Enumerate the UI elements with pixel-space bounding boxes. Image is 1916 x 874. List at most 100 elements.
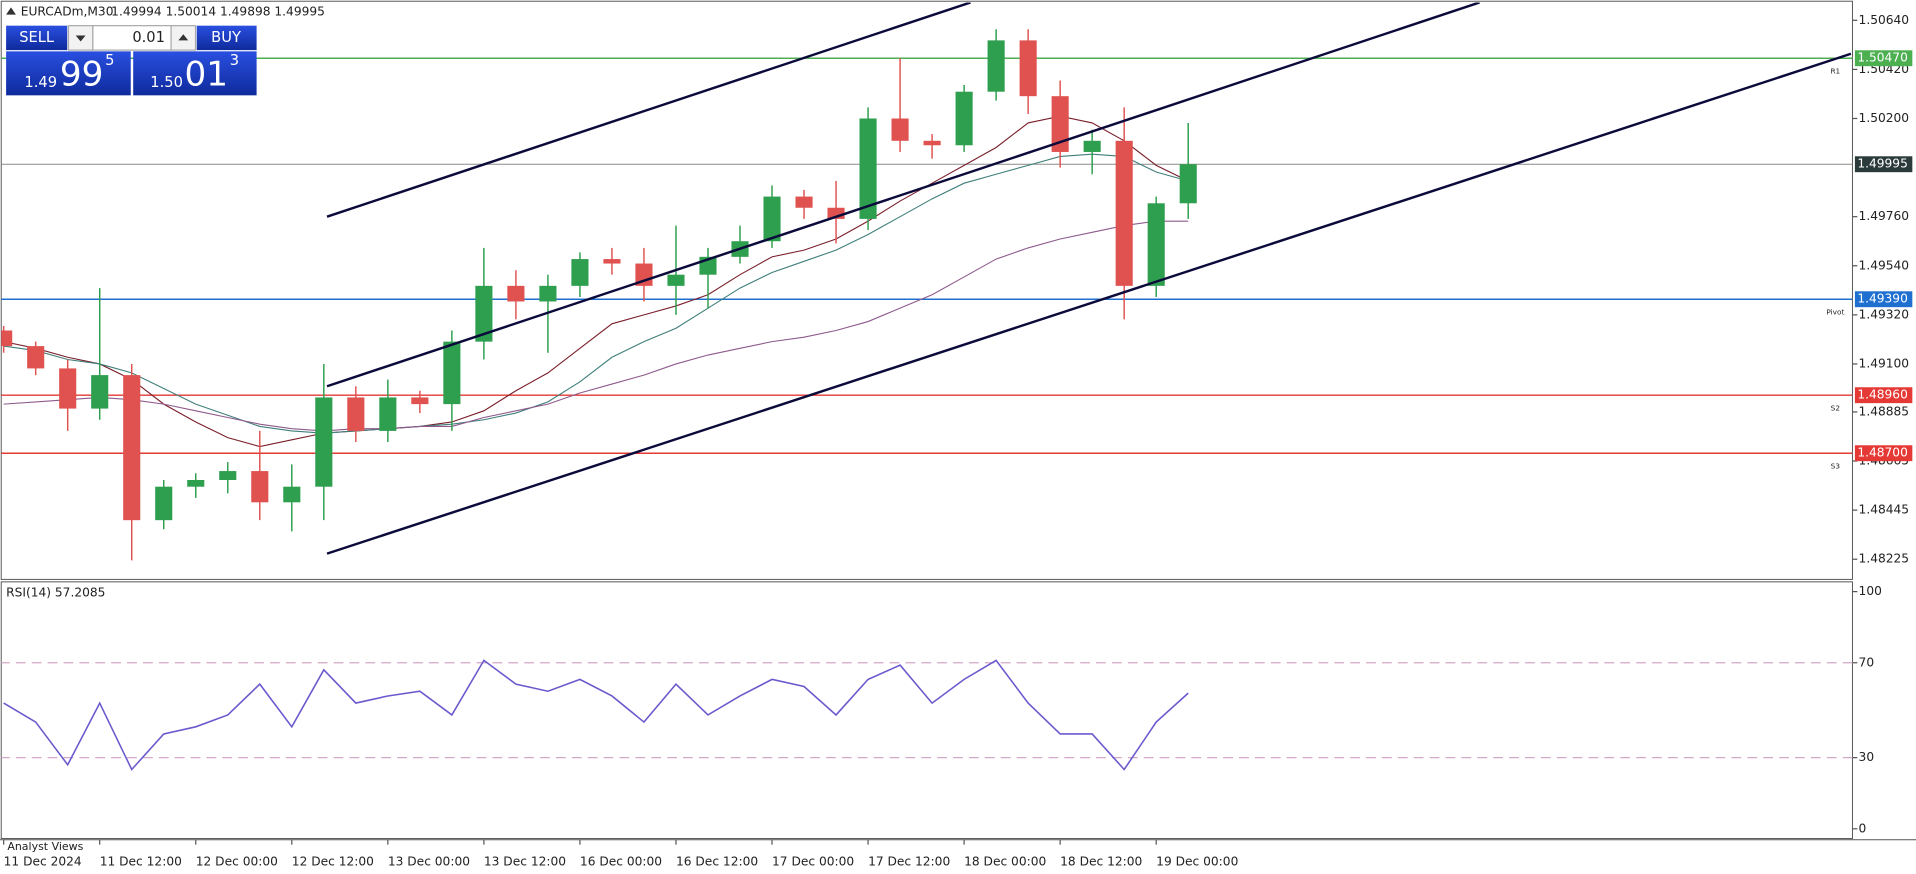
candle-body: [443, 341, 461, 405]
y-tick-label: 30: [1859, 750, 1875, 764]
x-tick-label: 11 Dec 12:00: [100, 854, 182, 868]
bid-small: 1.49: [24, 74, 57, 91]
candle-body: [1179, 164, 1197, 204]
price-panel-frame: [0, 0, 1853, 580]
moving-average: [3, 115, 1189, 448]
y-tick-label: 1.48225: [1859, 552, 1910, 566]
x-tick-label: 18 Dec 00:00: [964, 854, 1046, 868]
candle-body: [123, 375, 141, 521]
candle-body: [667, 274, 685, 286]
trendline: [326, 52, 1852, 555]
candle-body: [283, 486, 301, 503]
y-tick-label: 1.50200: [1859, 111, 1910, 125]
level-label: 1.50470: [1857, 51, 1908, 65]
level-name: Pivot: [1826, 308, 1844, 317]
candle-body: [1115, 140, 1133, 286]
candle-body: [1051, 96, 1069, 152]
candle-body: [379, 397, 397, 431]
bid-box[interactable]: [6, 51, 131, 96]
rsi-line: [3, 659, 1189, 771]
y-tick-label: 1.49320: [1859, 307, 1910, 321]
candle-body: [891, 118, 909, 141]
bid-sup: 5: [105, 52, 114, 69]
up-arrow: [178, 34, 189, 41]
down-arrow: [75, 35, 86, 42]
candle-body: [795, 196, 813, 208]
candle-body: [827, 207, 845, 219]
candle-body: [219, 471, 237, 480]
sell-button[interactable]: [6, 25, 68, 51]
candle-body: [571, 259, 589, 286]
x-tick-label: 18 Dec 12:00: [1060, 854, 1142, 868]
candle-body: [859, 118, 877, 219]
volume-down[interactable]: [67, 25, 94, 51]
rsi-plot: [1, 659, 1853, 771]
volume[interactable]: 0.01: [132, 29, 165, 46]
candle-body: [91, 375, 109, 409]
ask-box[interactable]: [133, 51, 257, 96]
y-tick-label: 1.49760: [1859, 209, 1910, 223]
buy-label[interactable]: BUY: [211, 29, 241, 46]
x-tick-label: 16 Dec 12:00: [676, 854, 758, 868]
ask-big: 01: [185, 54, 229, 94]
candle-body: [603, 259, 621, 264]
ask-sup: 3: [230, 52, 239, 69]
level-label-box: [1854, 445, 1913, 462]
indicator-title: RSI(14) 57.2085: [6, 585, 105, 599]
candle-body: [1019, 40, 1037, 97]
level-name: S2: [1831, 404, 1840, 413]
analyst-views-tab[interactable]: Analyst Views: [7, 840, 83, 853]
buy-button[interactable]: [196, 25, 257, 51]
x-tick-label: 13 Dec 12:00: [484, 854, 566, 868]
candle-body: [187, 479, 205, 487]
moving-average: [3, 220, 1189, 432]
level-label-box: [1854, 387, 1913, 404]
candle-body: [475, 285, 493, 342]
y-tick-label: 1.48885: [1859, 404, 1910, 418]
current-price-box: [1854, 156, 1913, 173]
x-tick-label: 19 Dec 00:00: [1156, 854, 1238, 868]
candle-body: [1, 330, 13, 347]
y-tick-label: 1.49540: [1859, 258, 1910, 272]
level-label: 1.49390: [1857, 292, 1908, 306]
candle-body: [1083, 140, 1101, 152]
y-tick-label: 1.49100: [1859, 356, 1910, 370]
level-label: 1.48700: [1857, 446, 1908, 460]
bid-big: 99: [60, 54, 104, 94]
x-tick-label: 12 Dec 00:00: [196, 854, 278, 868]
level-label: 1.48960: [1857, 388, 1908, 402]
x-tick-label: 12 Dec 12:00: [292, 854, 374, 868]
trendline: [326, 2, 1480, 388]
candle-body: [507, 285, 525, 302]
x-tick-label: 17 Dec 12:00: [868, 854, 950, 868]
x-tick-label: 16 Dec 00:00: [580, 854, 662, 868]
current-price-label: 1.49995: [1857, 157, 1908, 171]
y-tick-label: 1.48445: [1859, 503, 1910, 517]
symbol: EURCADm,M30: [21, 5, 114, 19]
level-name: S3: [1831, 462, 1841, 471]
candle-body: [987, 40, 1005, 92]
quote: 1.49994 1.50014 1.49898 1.49995: [111, 5, 325, 19]
y-tick-label: 100: [1859, 584, 1882, 598]
candle-body: [155, 486, 173, 521]
axes: 1.506401.504201.502001.497601.495401.493…: [3, 13, 1913, 868]
x-tick-label: 17 Dec 00:00: [772, 854, 854, 868]
candle-body: [539, 285, 557, 302]
candle-body: [1147, 203, 1165, 286]
sell-label[interactable]: SELL: [19, 29, 55, 46]
x-tick-label: 13 Dec 00:00: [388, 854, 470, 868]
candle-body: [347, 397, 365, 431]
y-tick-label: 70: [1859, 655, 1875, 669]
trade-panel: SELL 0.01 BUY 1.49 99 5 1.50 01 3: [6, 25, 257, 96]
moving-average: [3, 153, 1189, 434]
price-plot: [1, 2, 1853, 561]
level-name: R1: [1830, 67, 1840, 76]
y-tick-label: 1.50640: [1859, 13, 1910, 27]
candle-body: [315, 397, 333, 487]
candle-body: [27, 346, 45, 369]
level-label-box: [1854, 50, 1913, 67]
candle-body: [59, 368, 77, 409]
symbol-icon[interactable]: [6, 7, 16, 15]
